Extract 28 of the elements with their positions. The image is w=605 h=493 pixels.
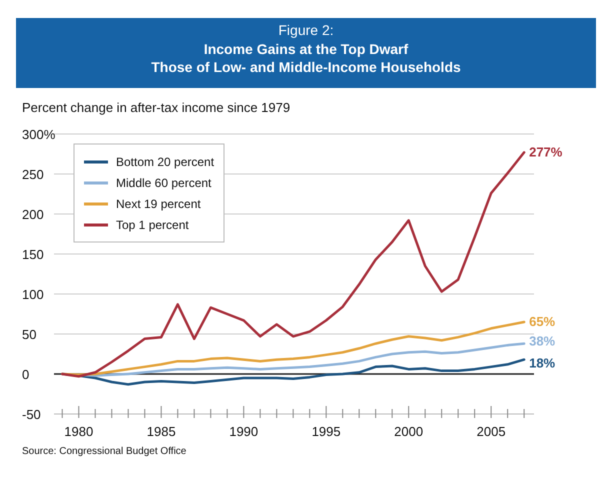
y-tick-label: 0 <box>22 367 30 382</box>
x-tick-label: 1990 <box>229 424 258 439</box>
x-tick-label: 1995 <box>312 424 341 439</box>
y-tick-label: 150 <box>22 247 44 262</box>
y-tick-label: -50 <box>22 407 41 422</box>
y-tick-label: 100 <box>22 287 44 302</box>
x-tick-label: 2005 <box>476 424 506 439</box>
chart-title: Income Gains at the Top Dwarf Those of Low- and Middle-Income Households <box>151 41 461 75</box>
data-label: 277% <box>529 144 563 160</box>
x-tick-label: 1980 <box>64 424 94 439</box>
line-series <box>60 151 526 378</box>
y-tick-label: 250 <box>22 167 44 182</box>
data-label: 38% <box>529 334 556 349</box>
data-label: 65% <box>529 314 556 329</box>
y-tick-label: 50 <box>22 327 36 342</box>
x-tick-label: 1985 <box>146 424 176 439</box>
x-tick-label: 2000 <box>394 424 424 439</box>
y-axis-title: Percent change in after-tax income since 1979 <box>22 100 290 115</box>
legend-label: Bottom 20 percent <box>116 155 215 169</box>
y-tick-label: 200 <box>22 207 44 222</box>
legend-label: Middle 60 percent <box>116 176 212 190</box>
source-note: Source: Congressional Budget Office <box>22 446 187 457</box>
legend-label: Next 19 percent <box>116 197 202 211</box>
chart-subtitle: Figure 2: <box>278 22 334 38</box>
y-tick-label: 300% <box>22 127 56 142</box>
line-series <box>60 320 526 376</box>
legend-label: Top 1 percent <box>116 218 190 232</box>
data-label: 18% <box>529 356 556 371</box>
